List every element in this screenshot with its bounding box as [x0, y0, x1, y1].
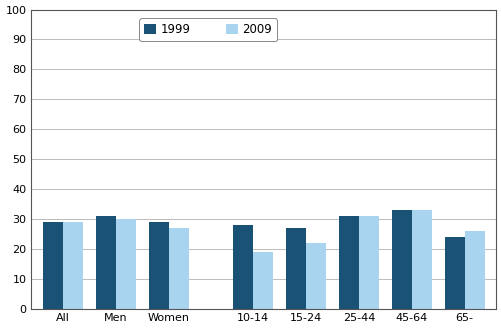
- Bar: [464, 231, 484, 309]
- Bar: [168, 228, 188, 309]
- Bar: [391, 210, 411, 309]
- Bar: [358, 216, 378, 309]
- Bar: [96, 216, 116, 309]
- Legend: 1999, 2009: 1999, 2009: [139, 18, 277, 41]
- Bar: [233, 225, 253, 309]
- Bar: [253, 252, 273, 309]
- Bar: [116, 219, 136, 309]
- Bar: [444, 237, 464, 309]
- Bar: [43, 222, 63, 309]
- Bar: [411, 210, 431, 309]
- Bar: [338, 216, 358, 309]
- Bar: [63, 222, 83, 309]
- Bar: [306, 243, 326, 309]
- Bar: [286, 228, 306, 309]
- Bar: [148, 222, 168, 309]
